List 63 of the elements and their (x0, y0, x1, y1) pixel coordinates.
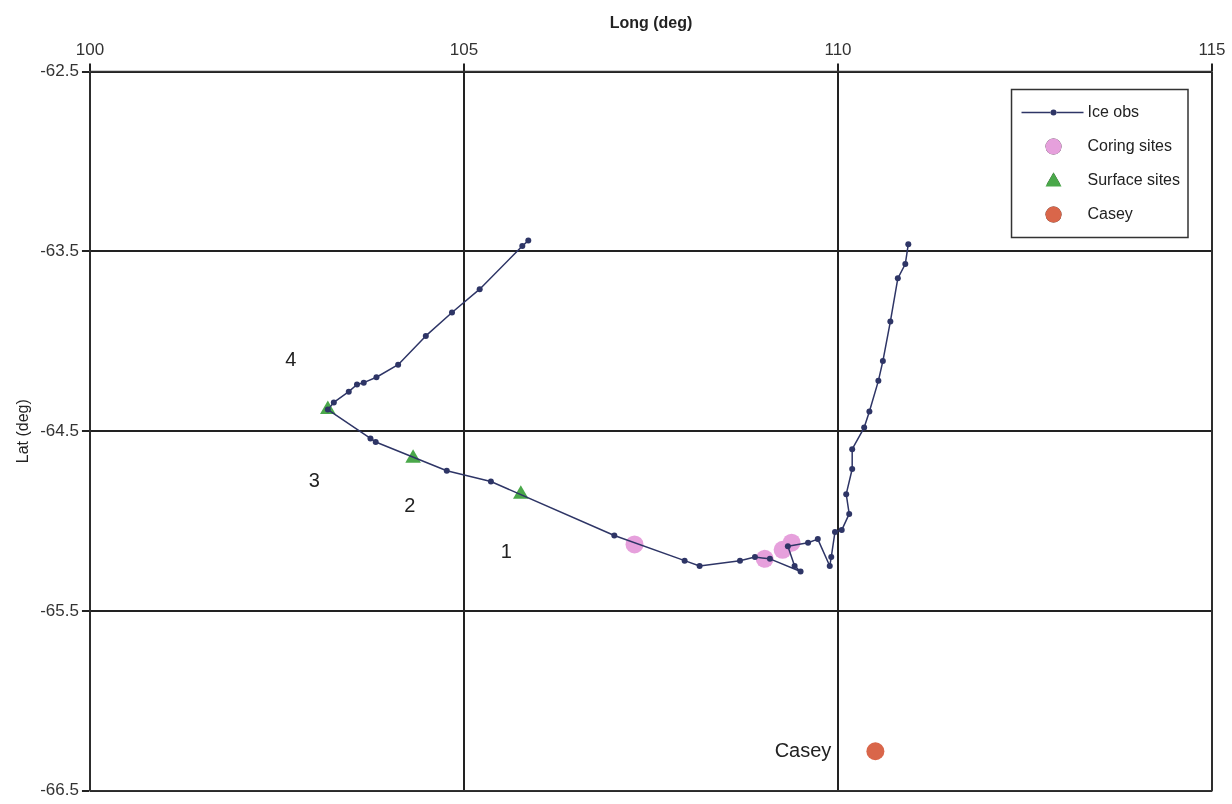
annotation: 1 (500, 540, 512, 563)
point (875, 377, 882, 384)
y-tick-label: -63.5 (40, 241, 79, 261)
point (395, 361, 402, 368)
legend-label: Coring sites (1087, 137, 1172, 155)
annotation: 4 (285, 348, 297, 371)
legend-label: Ice obs (1087, 103, 1140, 121)
point (476, 286, 483, 293)
point (866, 742, 885, 761)
point (831, 528, 838, 535)
point (766, 555, 773, 562)
point (373, 374, 380, 381)
x-tick-label: 115 (1198, 40, 1226, 60)
point (894, 275, 901, 282)
point (360, 379, 367, 386)
y-tick-label: -64.5 (40, 420, 79, 440)
point (372, 438, 379, 445)
point (784, 543, 791, 550)
x-tick-label: 110 (824, 40, 852, 60)
point (681, 557, 688, 564)
point (449, 309, 455, 316)
y-tick-label: -62.5 (40, 61, 79, 81)
y-axis-title: Lat (deg) (14, 399, 32, 464)
x-tick-label: 100 (75, 40, 105, 60)
point (797, 568, 804, 575)
point (696, 563, 703, 570)
point (611, 532, 618, 539)
point (791, 563, 798, 570)
point (367, 435, 374, 442)
point (354, 381, 360, 388)
point (828, 554, 835, 561)
point (443, 467, 450, 474)
point (330, 399, 337, 406)
point (422, 332, 429, 339)
point (879, 358, 886, 365)
point (826, 563, 833, 570)
point (805, 539, 812, 546)
point (736, 557, 743, 564)
x-tick-label: 105 (449, 40, 479, 60)
y-tick-label: -65.5 (40, 600, 79, 620)
point (861, 424, 868, 431)
point (849, 465, 856, 472)
point (866, 408, 873, 415)
annotation: 3 (308, 469, 320, 492)
x-axis-title: Long (deg) (609, 14, 693, 32)
point (887, 318, 894, 325)
point (905, 241, 912, 248)
point (525, 237, 532, 244)
legend-label: Casey (1087, 205, 1133, 223)
point (902, 260, 909, 267)
y-tick-label: -66.5 (40, 780, 79, 800)
point (838, 527, 845, 534)
point (751, 554, 758, 561)
point (846, 510, 853, 517)
point (849, 446, 856, 453)
point (814, 536, 821, 543)
point (519, 243, 526, 250)
point (843, 491, 850, 498)
point (487, 478, 494, 485)
annotation: Casey (774, 738, 832, 761)
annotation: 2 (404, 493, 416, 516)
legend-label: Surface sites (1087, 171, 1180, 189)
point (345, 388, 352, 395)
